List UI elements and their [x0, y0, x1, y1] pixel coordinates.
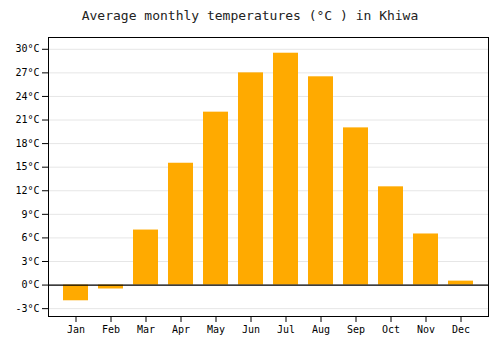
svg-text:12°C: 12°C: [15, 185, 39, 196]
svg-text:9°C: 9°C: [21, 209, 39, 220]
svg-text:Apr: Apr: [172, 324, 190, 335]
html-text:Average monthly temperatures (: Average monthly temperatures (°C ) in Kh…: [81, 8, 419, 23]
svg-text:May: May: [207, 324, 225, 335]
svg-text:Aug: Aug: [312, 324, 330, 335]
svg-text:21°C: 21°C: [15, 114, 39, 125]
svg-text:Mar: Mar: [137, 324, 155, 335]
svg-text:-3°C: -3°C: [15, 303, 39, 314]
svg-text:30°C: 30°C: [15, 43, 39, 54]
svg-text:18°C: 18°C: [15, 138, 39, 149]
svg-text:Feb: Feb: [102, 324, 120, 335]
svg-text:Dec: Dec: [452, 324, 470, 335]
svg-text:6°C: 6°C: [21, 232, 39, 243]
svg-text:Jul: Jul: [277, 324, 295, 335]
svg-text:Jan: Jan: [67, 324, 85, 335]
svg-text:Jun: Jun: [242, 324, 260, 335]
svg-text:24°C: 24°C: [15, 91, 39, 102]
svg-text:Nov: Nov: [417, 324, 435, 335]
svg-text:3°C: 3°C: [21, 256, 39, 267]
svg-text:27°C: 27°C: [15, 67, 39, 78]
svg-text:15°C: 15°C: [15, 161, 39, 172]
svg-text:Oct: Oct: [382, 324, 400, 335]
svg-text:0°C: 0°C: [21, 279, 39, 290]
svg-text:Sep: Sep: [347, 324, 365, 335]
